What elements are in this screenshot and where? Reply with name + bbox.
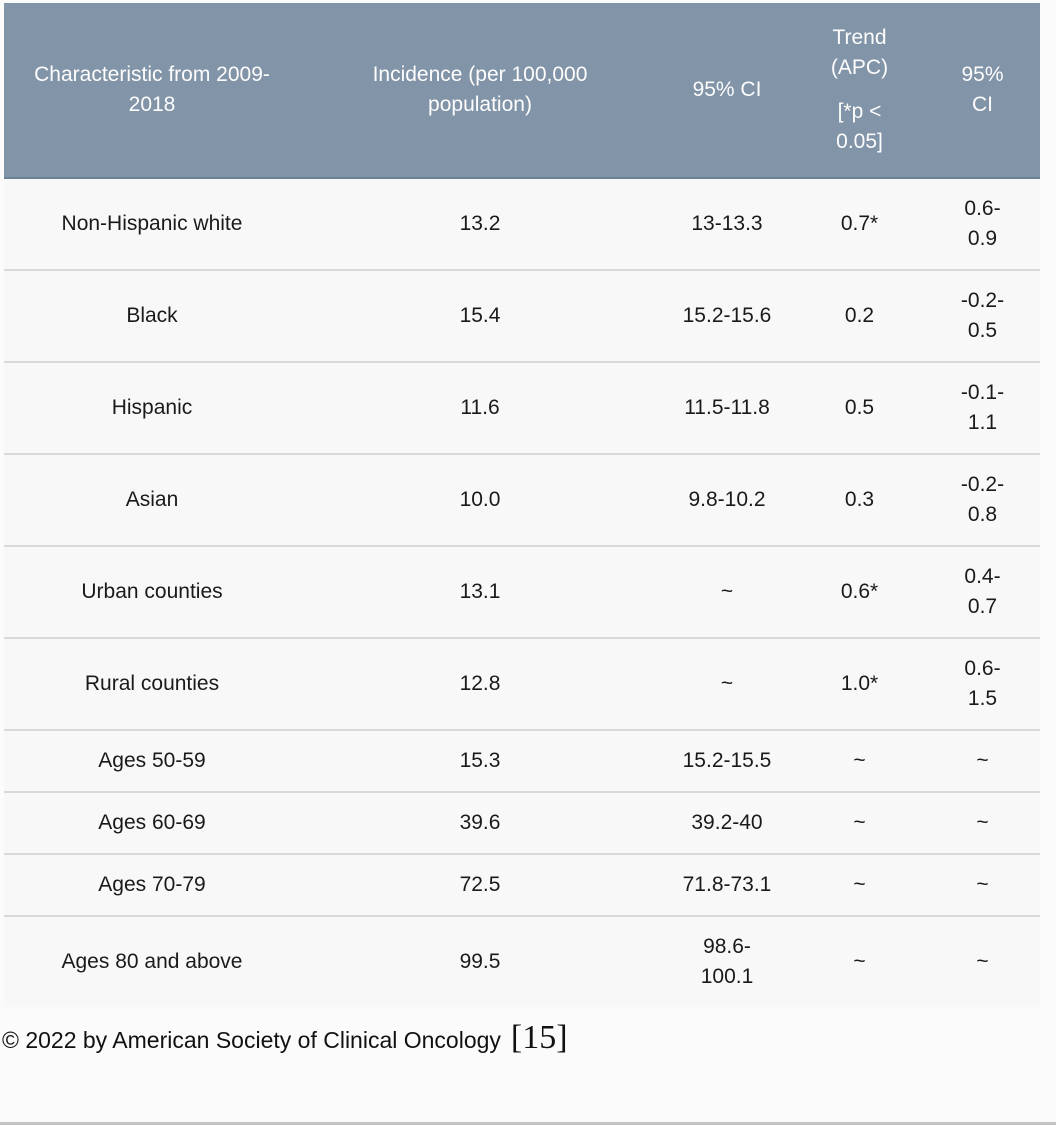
table-row: Ages 70-79 72.5 71.8-73.1 ~ ~ [4, 853, 1040, 915]
cell-incidence: 13.1 [459, 580, 501, 603]
cell-incidence: 39.6 [459, 811, 501, 834]
cell-incidence: 12.8 [459, 672, 501, 695]
cell-trend-ci: 0.4-0.7 [964, 565, 1001, 618]
cell-trend-ci: 0.6-1.5 [964, 657, 1001, 710]
cell-ci: ~ [720, 672, 734, 695]
cell-ci: 13-13.3 [691, 212, 763, 235]
cell-characteristic: Ages 50-59 [98, 749, 206, 772]
cell-trend: 0.2 [844, 304, 875, 327]
table-row: Ages 80 and above 99.5 98.6-100.1 ~ ~ [4, 915, 1040, 1007]
header-incidence: Incidence (per 100,000 population) [372, 63, 588, 116]
incidence-table: Characteristic from 2009-2018 Incidence … [4, 3, 1040, 1007]
cell-ci: 11.5-11.8 [684, 396, 770, 419]
header-characteristic: Characteristic from 2009-2018 [34, 63, 270, 116]
cell-characteristic: Ages 60-69 [98, 811, 206, 834]
cell-trend: ~ [853, 811, 866, 834]
cell-ci: ~ [720, 580, 734, 603]
cell-ci: 15.2-15.5 [682, 749, 772, 772]
cell-characteristic: Hispanic [111, 396, 193, 419]
table-row: Hispanic 11.6 11.5-11.8 0.5 -0.1-1.1 [4, 361, 1040, 453]
table-row: Rural counties 12.8 ~ 1.0* 0.6-1.5 [4, 637, 1040, 729]
cell-incidence: 13.2 [459, 212, 501, 235]
cell-trend: 1.0* [840, 672, 879, 695]
cell-characteristic: Ages 80 and above [61, 950, 243, 973]
table-row: Non-Hispanic white 13.2 13-13.3 0.7* 0.6… [4, 179, 1040, 269]
cell-trend-ci: -0.1-1.1 [960, 381, 1005, 434]
cell-ci: 71.8-73.1 [682, 873, 772, 896]
cell-trend-ci: 0.6-0.9 [964, 197, 1001, 250]
footer: © 2022 by American Society of Clinical O… [2, 1019, 1056, 1057]
header-trend-ci: 95% CI [961, 63, 1004, 116]
cell-trend: ~ [853, 749, 866, 772]
cell-trend-ci: ~ [976, 950, 989, 973]
cell-trend: 0.3 [844, 488, 875, 511]
cell-characteristic: Black [126, 304, 178, 327]
cell-characteristic: Asian [125, 488, 179, 511]
cell-ci: 39.2-40 [691, 811, 763, 834]
cell-trend: 0.6* [840, 580, 879, 603]
cell-trend-ci: -0.2-0.5 [960, 289, 1005, 342]
cell-trend-ci: ~ [976, 811, 989, 834]
cell-incidence: 11.6 [460, 396, 500, 419]
cell-trend: 0.5 [844, 396, 875, 419]
header-trend-line1: Trend (APC) [830, 26, 889, 79]
cell-trend-ci: ~ [976, 873, 989, 896]
cell-trend-ci: -0.2-0.8 [960, 473, 1005, 526]
cell-characteristic: Non-Hispanic white [61, 212, 243, 235]
cell-characteristic: Rural counties [84, 672, 220, 695]
table-row: Ages 50-59 15.3 15.2-15.5 ~ ~ [4, 729, 1040, 791]
table-body: Non-Hispanic white 13.2 13-13.3 0.7* 0.6… [4, 179, 1040, 1007]
cell-characteristic: Ages 70-79 [98, 873, 206, 896]
cell-incidence: 10.0 [459, 488, 501, 511]
cell-trend-ci: ~ [976, 749, 989, 772]
table-row: Urban counties 13.1 ~ 0.6* 0.4-0.7 [4, 545, 1040, 637]
table-row: Black 15.4 15.2-15.6 0.2 -0.2-0.5 [4, 269, 1040, 361]
cell-trend: 0.7* [840, 212, 879, 235]
citation-reference: [15] [510, 1019, 568, 1056]
table-header-row: Characteristic from 2009-2018 Incidence … [4, 3, 1040, 179]
header-ci: 95% CI [692, 78, 762, 101]
copyright-text: © 2022 by American Society of Clinical O… [2, 1027, 501, 1053]
cell-ci: 15.2-15.6 [682, 304, 772, 327]
cell-ci: 98.6-100.1 [700, 935, 754, 988]
cell-incidence: 99.5 [459, 950, 501, 973]
cell-incidence: 15.4 [459, 304, 501, 327]
cell-characteristic: Urban counties [81, 580, 223, 603]
header-trend-line2: [*p < 0.05] [836, 100, 883, 153]
table-row: Asian 10.0 9.8-10.2 0.3 -0.2-0.8 [4, 453, 1040, 545]
cell-trend: ~ [853, 873, 866, 896]
table-row: Ages 60-69 39.6 39.2-40 ~ ~ [4, 791, 1040, 853]
cell-ci: 9.8-10.2 [688, 488, 766, 511]
cell-trend: ~ [853, 950, 866, 973]
cell-incidence: 15.3 [459, 749, 501, 772]
header-trend: Trend (APC) [*p < 0.05] [794, 3, 925, 177]
cell-incidence: 72.5 [459, 873, 501, 896]
